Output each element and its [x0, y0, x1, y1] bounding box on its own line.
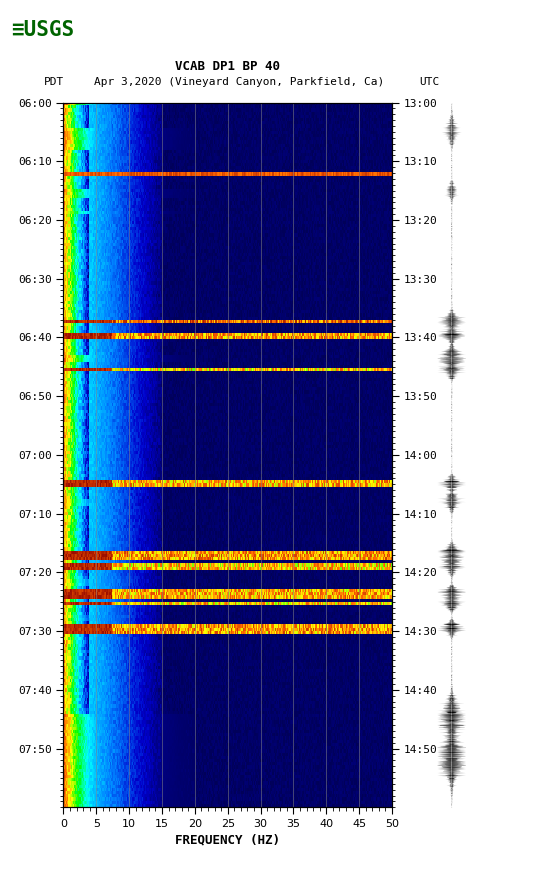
X-axis label: FREQUENCY (HZ): FREQUENCY (HZ) [175, 833, 280, 847]
Text: PDT: PDT [44, 77, 65, 87]
Text: UTC: UTC [420, 77, 440, 87]
Text: Apr 3,2020 (Vineyard Canyon, Parkfield, Ca): Apr 3,2020 (Vineyard Canyon, Parkfield, … [94, 77, 384, 87]
Text: VCAB DP1 BP 40: VCAB DP1 BP 40 [176, 60, 280, 73]
Text: ≡USGS: ≡USGS [11, 20, 74, 39]
